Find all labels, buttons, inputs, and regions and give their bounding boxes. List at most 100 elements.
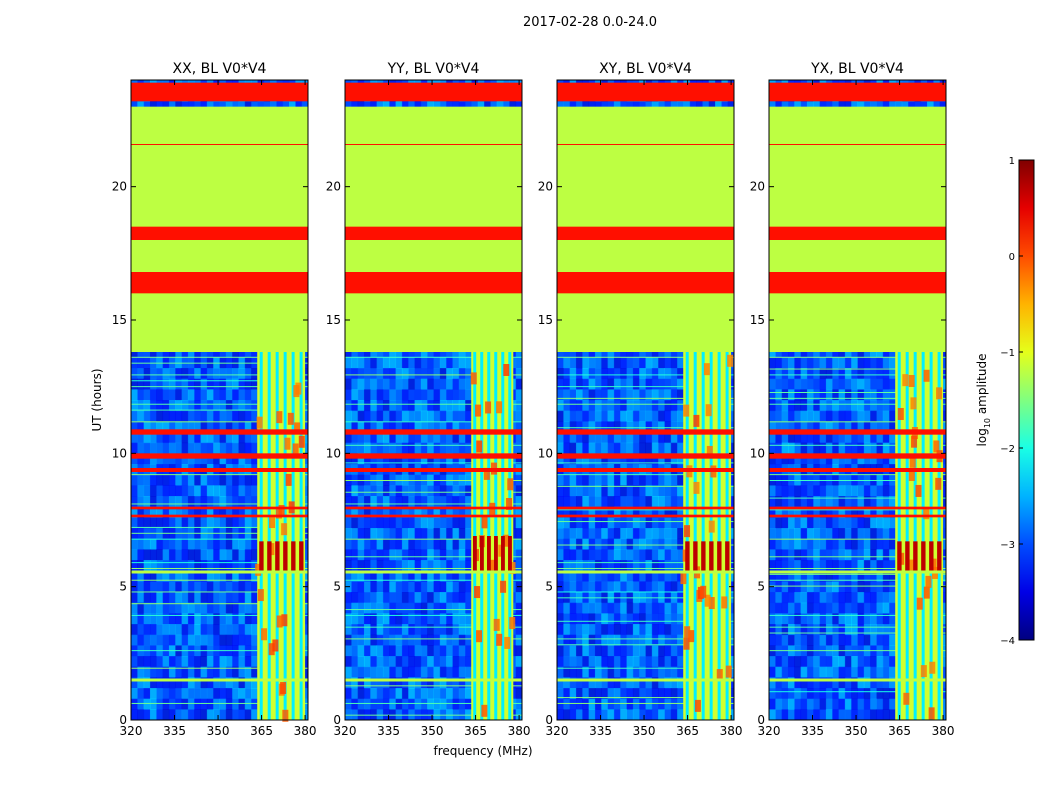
heatmap-cell xyxy=(206,368,214,380)
heatmap-cell xyxy=(626,357,634,369)
heatmap-cell xyxy=(200,453,208,465)
heatmap-cell xyxy=(175,485,183,497)
heatmap-cell xyxy=(458,688,466,700)
heatmap-cell xyxy=(194,613,202,625)
heatmap-cell xyxy=(181,442,189,454)
heatmap-cell xyxy=(251,453,258,465)
heatmap-cell xyxy=(363,688,371,700)
heatmap-cell xyxy=(149,410,157,422)
panel-title: YY, BL V0*V4 xyxy=(387,61,480,77)
heatmap-cell xyxy=(458,496,466,508)
heatmap-cell xyxy=(582,517,590,529)
heatmap-cell xyxy=(137,517,145,529)
heatmap-cell xyxy=(569,453,577,465)
heatmap-cell xyxy=(446,613,453,625)
heatmap-cell xyxy=(575,581,583,593)
heatmap-cell xyxy=(420,485,428,497)
heatmap-cell xyxy=(452,538,460,550)
heatmap-cell xyxy=(389,517,397,529)
heatmap-cell xyxy=(219,581,227,593)
heatmap-cell xyxy=(225,624,233,636)
heatmap-cell xyxy=(238,368,246,380)
heatmap-cell xyxy=(420,624,428,636)
heatmap-cell xyxy=(370,442,378,454)
heatmap-cell xyxy=(446,453,453,465)
heatmap-cell xyxy=(427,549,434,561)
heatmap-cell xyxy=(563,442,571,454)
heatmap-cell xyxy=(594,368,602,380)
time-stripe xyxy=(345,609,522,611)
heatmap-cell xyxy=(162,581,170,593)
time-stripe xyxy=(345,626,522,628)
heatmap-cell xyxy=(187,666,195,678)
heatmap-cell xyxy=(181,656,189,668)
heatmap-cell xyxy=(175,517,183,529)
saturated-band xyxy=(345,453,522,459)
heatmap-cell xyxy=(156,624,164,636)
heatmap-cell xyxy=(465,570,472,582)
heatmap-cell xyxy=(187,442,195,454)
heatmap-cell xyxy=(651,485,659,497)
heatmap-cell xyxy=(206,400,214,412)
heatmap-cell xyxy=(200,400,208,412)
heatmap-cell xyxy=(181,677,189,689)
heatmap-cell xyxy=(664,400,672,412)
heatmap-cell xyxy=(433,378,441,390)
heatmap-cell xyxy=(351,410,359,422)
heatmap-cell xyxy=(414,538,422,550)
heatmap-cell xyxy=(238,410,246,422)
heatmap-cell xyxy=(194,624,202,636)
heatmap-cell xyxy=(251,474,258,486)
heatmap-cell xyxy=(363,496,371,508)
heatmap-cell xyxy=(244,613,252,625)
heatmap-cell xyxy=(620,496,628,508)
heatmap-cell xyxy=(439,698,447,710)
rfi-blob xyxy=(294,422,301,435)
heatmap-cell xyxy=(408,410,416,422)
heatmap-cell xyxy=(401,688,409,700)
heatmap-cell xyxy=(664,581,672,593)
heatmap-cell xyxy=(458,400,466,412)
heatmap-cell xyxy=(664,410,672,422)
heatmap-cell xyxy=(401,389,409,401)
heatmap-cell xyxy=(149,389,157,401)
heatmap-cell xyxy=(206,442,214,454)
heatmap-cell xyxy=(395,421,403,433)
heatmap-cell xyxy=(162,346,170,358)
heatmap-cell xyxy=(607,570,615,582)
rfi-blob xyxy=(269,516,276,529)
heatmap-cell xyxy=(345,453,352,465)
heatmap-cell xyxy=(452,570,460,582)
heatmap-cell xyxy=(395,346,403,358)
heatmap-cell xyxy=(626,549,634,561)
heatmap-cell xyxy=(357,442,365,454)
heatmap-cell xyxy=(187,506,195,518)
heatmap-cell xyxy=(427,485,434,497)
heatmap-cell xyxy=(408,613,416,625)
heatmap-cell xyxy=(395,666,403,678)
heatmap-cell xyxy=(376,442,384,454)
heatmap-cell xyxy=(395,560,403,572)
heatmap-cell xyxy=(376,549,384,561)
heatmap-cell xyxy=(345,410,352,422)
heatmap-cell xyxy=(200,538,208,550)
heatmap-cell xyxy=(433,613,441,625)
heatmap-cell xyxy=(131,389,138,401)
rfi-hot-spot xyxy=(299,541,304,571)
heatmap-cell xyxy=(376,613,384,625)
heatmap-cell xyxy=(345,666,352,678)
heatmap-cell xyxy=(575,453,583,465)
heatmap-cell xyxy=(206,592,214,604)
rfi-hot-spot xyxy=(494,536,498,574)
heatmap-cell xyxy=(401,453,409,465)
heatmap-cell xyxy=(357,432,365,444)
heatmap-cell xyxy=(370,517,378,529)
heatmap-cell xyxy=(607,442,615,454)
heatmap-cell xyxy=(376,570,384,582)
heatmap-cell xyxy=(200,389,208,401)
rfi-blob xyxy=(287,412,294,425)
heatmap-cell xyxy=(575,442,583,454)
heatmap-cell xyxy=(601,538,609,550)
heatmap-cell xyxy=(232,496,239,508)
heatmap-cell xyxy=(626,346,634,358)
